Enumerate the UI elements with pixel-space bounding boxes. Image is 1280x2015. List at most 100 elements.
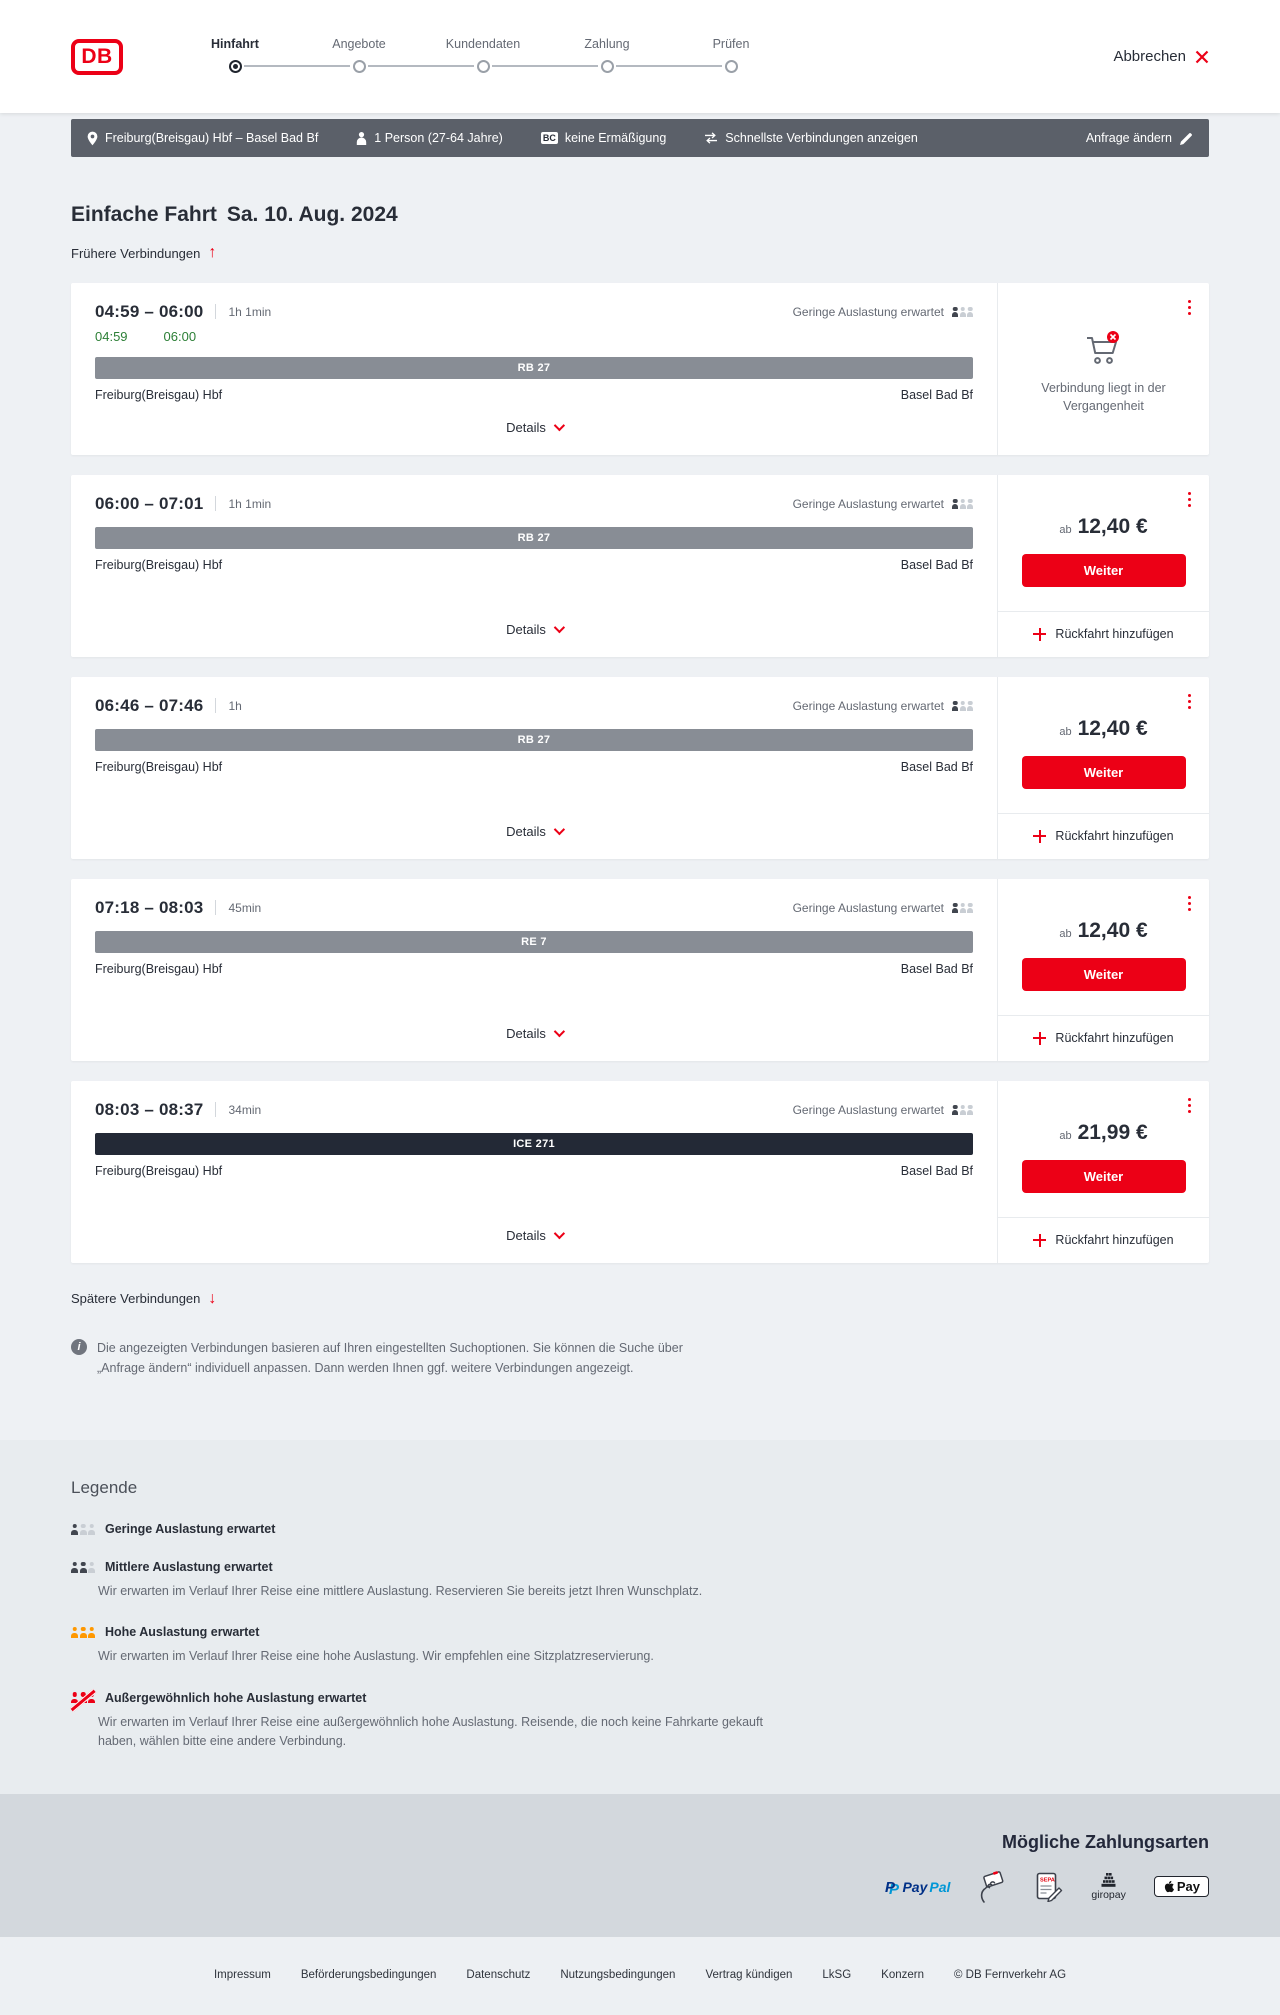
occupancy-high-icon [71,1627,95,1638]
step-dot-icon [724,59,738,73]
destination-station: Basel Bad Bf [900,557,973,572]
giropay-label: giropay [1091,1888,1126,1901]
legend-item-description: Wir erwarten im Verlauf Ihrer Reise eine… [98,1649,654,1664]
later-connections-button[interactable]: Spätere Verbindungen ↓ [71,1289,217,1307]
step-hinfahrt[interactable]: Hinfahrt [173,36,350,73]
weiter-button[interactable]: Weiter [1021,755,1186,789]
connection-times: 04:59 – 06:00 [95,301,204,321]
divider [215,304,217,319]
trip-discount: BC keine Ermäßigung [540,131,666,145]
step-label: Zahlung [584,36,630,51]
giropay-mark-icon [1101,1872,1116,1887]
divider [215,496,217,511]
add-return-button[interactable]: Rückfahrt hinzufügen [998,1216,1209,1263]
svg-text:SEPA: SEPA [1040,1877,1055,1883]
legend-item-description: Wir erwarten im Verlauf Ihrer Reise eine… [98,1584,703,1598]
chevron-down-icon [553,621,565,634]
app-header: DB Hinfahrt Angebote Kundendaten Zahlung… [0,0,1280,113]
divider [215,900,217,915]
more-options-button[interactable] [1185,691,1195,713]
train-segment-bar: RE 7 [95,930,973,953]
legend-item: Außergewöhnlich hohe Auslastung erwartet… [71,1691,1209,1752]
step-kundendaten[interactable]: Kundendaten [421,37,598,73]
legend-item: Geringe Auslastung erwartet [71,1522,1209,1536]
train-number: ICE 271 [513,1137,555,1150]
connection-times: 07:18 – 08:03 [95,897,204,917]
plus-icon [1033,1233,1047,1247]
connection-card: 08:03 – 08:37 34min Geringe Auslastung e… [71,1080,1209,1263]
journey-date-label: Sa. 10. Aug. 2024 [226,203,398,226]
past-connection-note: Verbindung liegt in der Vergangenheit [1041,380,1166,413]
more-options-button[interactable] [1185,489,1195,511]
page-title: Einfache Fahrt Sa. 10. Aug. 2024 [71,203,1209,227]
footer-link-lksg[interactable]: LkSG [822,1968,852,1981]
add-return-button[interactable]: Rückfahrt hinzufügen [998,610,1209,657]
more-options-button[interactable] [1185,297,1195,319]
fastest-connections-toggle[interactable]: Schnellste Verbindungen anzeigen [704,131,918,145]
more-options-button[interactable] [1185,1095,1195,1117]
price-prefix: ab [1059,523,1072,536]
step-angebote[interactable]: Angebote [297,37,474,73]
add-return-button[interactable]: Rückfahrt hinzufügen [998,812,1209,859]
add-return-button[interactable]: Rückfahrt hinzufügen [998,1014,1209,1061]
apple-pay-label: Pay [1176,1879,1200,1894]
footer-link-konzern[interactable]: Konzern [881,1968,925,1981]
price-prefix: ab [1059,927,1072,940]
step-dot-icon [600,59,614,73]
paypal-wordmark: Pal [929,1878,951,1895]
trip-travelers-label: 1 Person (27-64 Jahre) [374,131,503,145]
connection-duration: 45min [228,900,262,915]
step-label: Hinfahrt [211,36,259,51]
search-options-note-text: Die angezeigten Verbindungen basieren au… [97,1341,683,1375]
weiter-button[interactable]: Weiter [1021,957,1186,991]
step-pruefen[interactable]: Prüfen [669,37,793,73]
divider [215,1102,217,1117]
more-options-button[interactable] [1185,893,1195,915]
details-button[interactable]: Details [500,1012,568,1051]
details-button[interactable]: Details [500,810,568,849]
details-button[interactable]: Details [500,406,568,445]
change-request-button[interactable]: Anfrage ändern [1086,131,1193,145]
close-icon [1195,50,1209,63]
connection-details-area: 06:00 – 07:01 1h 1min Geringe Auslastung… [71,475,997,657]
train-segment-bar: RB 27 [95,356,973,379]
footer-link-impressum[interactable]: Impressum [213,1968,271,1981]
occupancy-label: Geringe Auslastung erwartet [792,496,944,511]
details-button[interactable]: Details [500,608,568,647]
details-button[interactable]: Details [500,1214,568,1253]
step-zahlung[interactable]: Zahlung [545,36,722,73]
footer-link-befoerderungsbedingungen[interactable]: Beförderungsbedingungen [300,1968,437,1981]
svg-text:P: P [885,1879,896,1896]
occupancy-indicator: Geringe Auslastung erwartet [793,497,973,511]
step-dot-active-icon [228,59,242,73]
weiter-button[interactable]: Weiter [1021,553,1186,587]
legend-section: Legende Geringe Auslastung erwartet Mitt… [0,1440,1280,1794]
price-prefix: ab [1059,725,1072,738]
cancel-button[interactable]: Abbrechen [1113,48,1209,65]
connection-duration: 1h 1min [228,304,272,319]
earlier-connections-button[interactable]: Frühere Verbindungen ↑ [71,245,216,261]
legend-item-label: Mittlere Auslastung erwartet [105,1560,273,1574]
footer-link-nutzungsbedingungen[interactable]: Nutzungsbedingungen [560,1968,676,1981]
legend-item-label: Hohe Auslastung erwartet [105,1625,260,1640]
price: ab 12,40 € [998,515,1209,539]
realtime-departure: 04:59 [95,328,128,344]
legend-item-label: Geringe Auslastung erwartet [105,1522,276,1536]
arrow-down-icon: ↓ [208,1289,217,1307]
price-prefix: ab [1059,1129,1072,1142]
footer-link-vertrag-kuendigen[interactable]: Vertrag kündigen [705,1968,793,1981]
apple-pay-icon: Pay [1153,1876,1209,1897]
details-label: Details [506,621,546,637]
step-label: Prüfen [712,36,750,51]
occupancy-label: Geringe Auslastung erwartet [792,900,944,915]
weiter-button[interactable]: Weiter [1021,1159,1186,1193]
footer-link-datenschutz[interactable]: Datenschutz [466,1968,531,1981]
details-label: Details [506,1227,546,1243]
connection-duration: 1h [228,698,242,713]
occupancy-indicator: Geringe Auslastung erwartet [793,305,973,319]
origin-station: Freiburg(Breisgau) Hbf [95,1163,223,1178]
train-segment-bar: RB 27 [95,526,973,549]
connection-duration: 34min [228,1102,262,1117]
chevron-down-icon [553,1227,565,1240]
destination-station: Basel Bad Bf [900,961,973,976]
